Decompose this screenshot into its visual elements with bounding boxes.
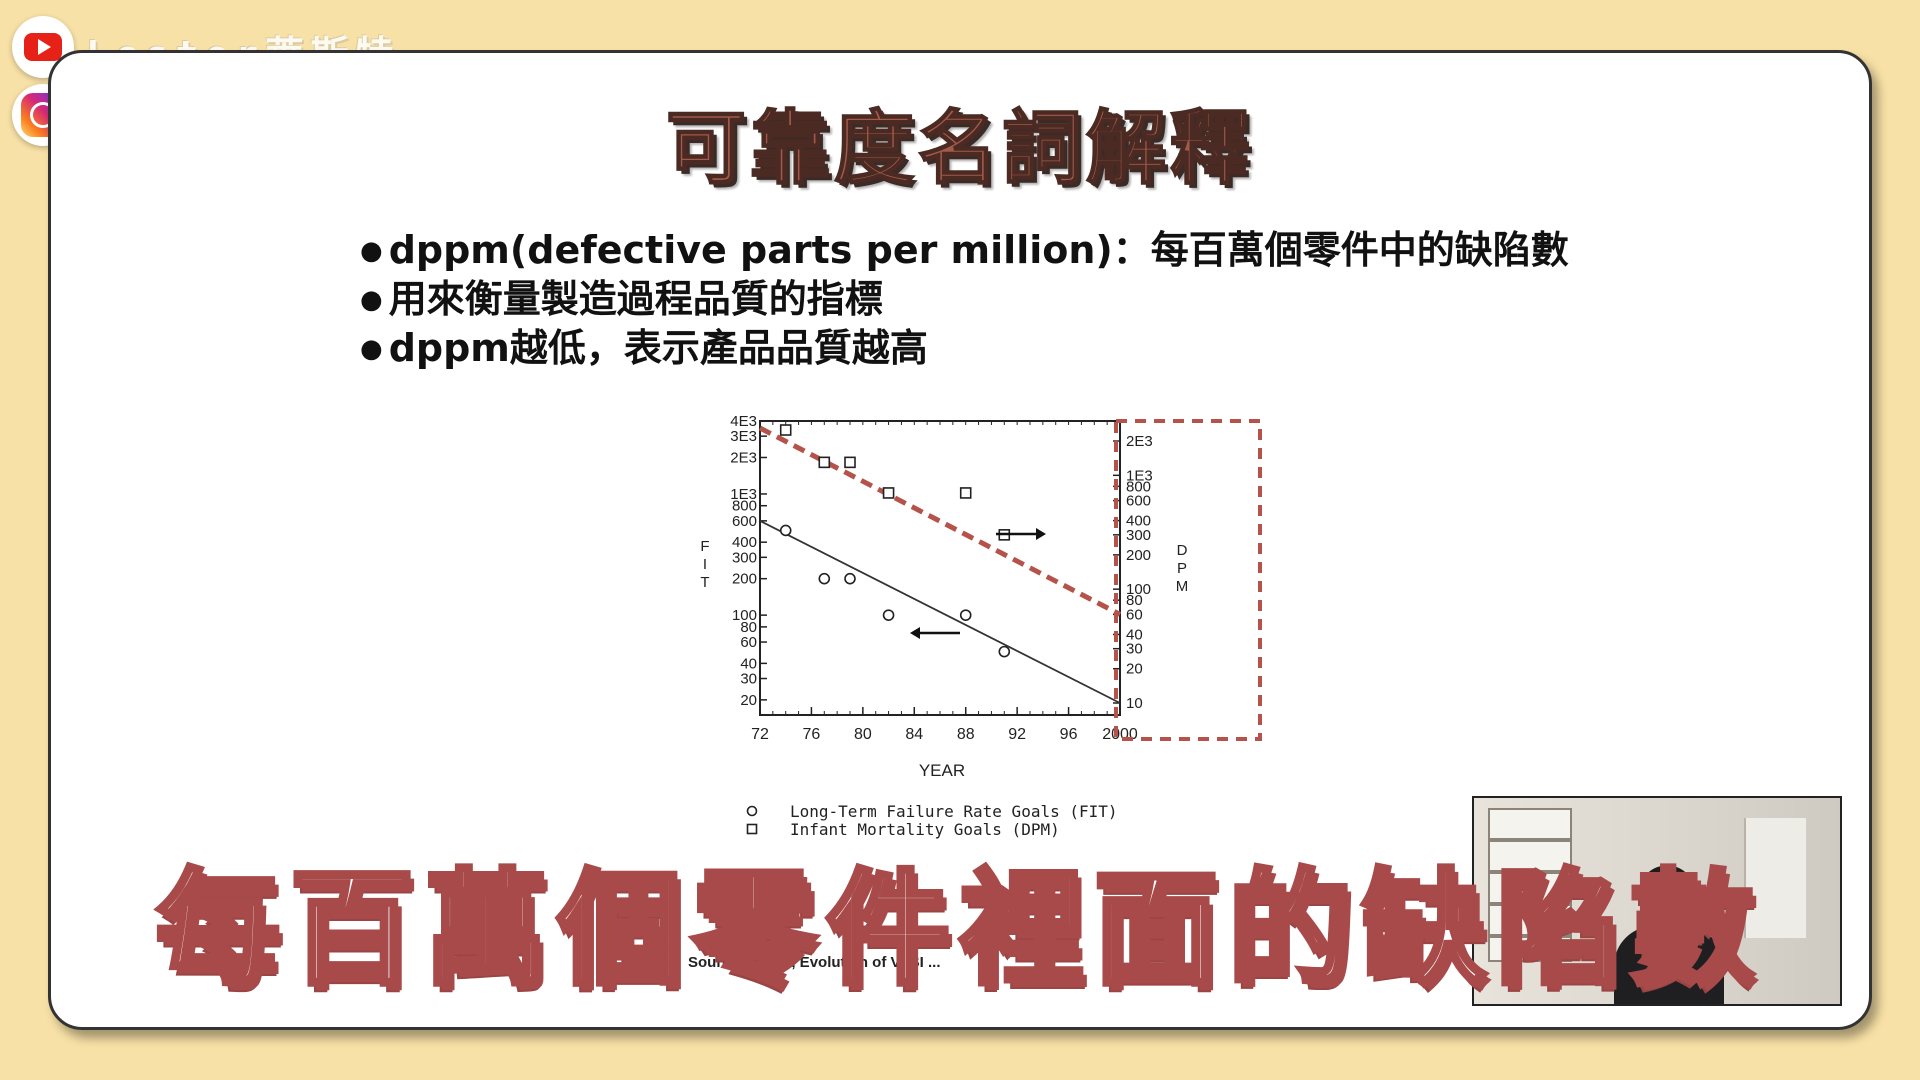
fit-point <box>959 609 972 621</box>
chart-source: Source: Crook, Evolution of VLSI ... <box>688 954 941 971</box>
y-tick-label-left: 100 <box>732 607 757 624</box>
plot-frame <box>759 420 1121 716</box>
video-subtitle: 每百萬個零件裡面的缺陷數 <box>153 856 1764 1005</box>
x-axis-title: YEAR <box>919 761 965 780</box>
x-tick-label: 96 <box>1060 726 1078 743</box>
bullet-item: dppm(defective parts per million)：每百萬個零件… <box>360 226 1569 275</box>
bullet-item: 用來衡量製造過程品質的指標 <box>360 275 1569 324</box>
y-tick-label-left: 30 <box>740 671 757 688</box>
y-tick-label-left: 800 <box>732 498 757 515</box>
legend-square-icon <box>746 823 758 835</box>
y-tick-label-left: 400 <box>732 534 757 551</box>
y-tick-label-left: 3E3 <box>730 428 757 445</box>
y-tick-label-left: 200 <box>732 571 757 588</box>
presenter-head <box>1639 866 1695 930</box>
y-tick-label-left: 600 <box>732 513 757 530</box>
fit-point <box>818 572 831 585</box>
legend-label-dpm: Infant Mortality Goals (DPM) <box>790 820 1060 839</box>
right-arrow-icon <box>996 528 1046 540</box>
x-tick-label: 92 <box>1008 726 1026 743</box>
y-axis-title-right: M <box>1176 578 1189 595</box>
highlight-box <box>1114 419 1262 741</box>
dpm-point <box>959 487 972 499</box>
y-axis-title-left: F <box>700 538 709 555</box>
y-tick-label-right: 200 <box>1126 547 1151 564</box>
y-axis-title-left: I <box>703 556 707 573</box>
background-shelf <box>1488 808 1572 962</box>
background-cabinet <box>1744 818 1806 938</box>
y-tick-label-left: 40 <box>740 655 757 672</box>
fit-point <box>844 572 856 585</box>
y-axis-title-left: T <box>700 574 709 591</box>
dpm-trend-line <box>758 425 1122 617</box>
y-tick-label-right: 40 <box>1126 626 1143 643</box>
x-tick-label: 80 <box>854 726 872 743</box>
presenter-body <box>1614 926 1724 1004</box>
fit-point <box>779 524 792 537</box>
x-tick-label: 88 <box>957 726 975 743</box>
y-tick-label-right: 400 <box>1126 513 1151 530</box>
fit-trend-line <box>759 520 1121 704</box>
y-tick-label-right: 1E3 <box>1126 467 1153 484</box>
y-tick-label-right: 800 <box>1126 478 1151 495</box>
slide-title: 可靠度名詞解釋 <box>665 101 1254 196</box>
y-tick-label-right: 600 <box>1126 493 1151 510</box>
x-tick-label: 72 <box>751 726 769 743</box>
bullet-item: dppm越低，表示產品品質越高 <box>360 324 1569 373</box>
y-tick-label-right: 60 <box>1126 606 1143 623</box>
y-tick-label-right: 100 <box>1126 581 1151 598</box>
y-tick-label-left: 80 <box>740 619 757 636</box>
legend-label-fit: Long-Term Failure Rate Goals (FIT) <box>790 802 1118 821</box>
x-tick-label: 76 <box>803 726 821 743</box>
dpm-point <box>844 456 856 469</box>
webcam-overlay <box>1472 796 1842 1006</box>
y-tick-label-right: 300 <box>1126 527 1151 544</box>
y-tick-label-left: 1E3 <box>730 486 757 503</box>
legend-circle-icon <box>746 805 758 817</box>
y-tick-label-left: 60 <box>740 634 757 651</box>
youtube-icon <box>12 16 74 78</box>
fit-point <box>882 609 895 621</box>
dpm-point <box>779 424 792 436</box>
y-axis-title-right: D <box>1177 542 1188 559</box>
y-tick-label-left: 300 <box>732 549 757 566</box>
y-tick-label-right: 20 <box>1126 661 1143 678</box>
y-tick-label-left: 20 <box>740 692 757 709</box>
dpm-point <box>882 487 895 499</box>
y-tick-label-left: 4E3 <box>730 413 757 430</box>
y-tick-label-right: 2E3 <box>1126 433 1153 450</box>
bullet-list: dppm(defective parts per million)：每百萬個零件… <box>360 226 1569 373</box>
fit-point <box>998 645 1011 658</box>
y-tick-label-right: 10 <box>1126 695 1143 712</box>
y-tick-label-right: 30 <box>1126 641 1143 658</box>
left-arrow-icon <box>910 627 960 639</box>
y-tick-label-left: 2E3 <box>730 449 757 466</box>
y-axis-title-right: P <box>1177 560 1187 577</box>
y-tick-label-right: 80 <box>1126 592 1143 609</box>
reliability-chart: 72 76 80 84 88 92 96 2000 4E33E32E31E3800600400… <box>688 413 1262 971</box>
x-tick-label: 84 <box>905 726 923 743</box>
dpm-point <box>818 456 831 469</box>
